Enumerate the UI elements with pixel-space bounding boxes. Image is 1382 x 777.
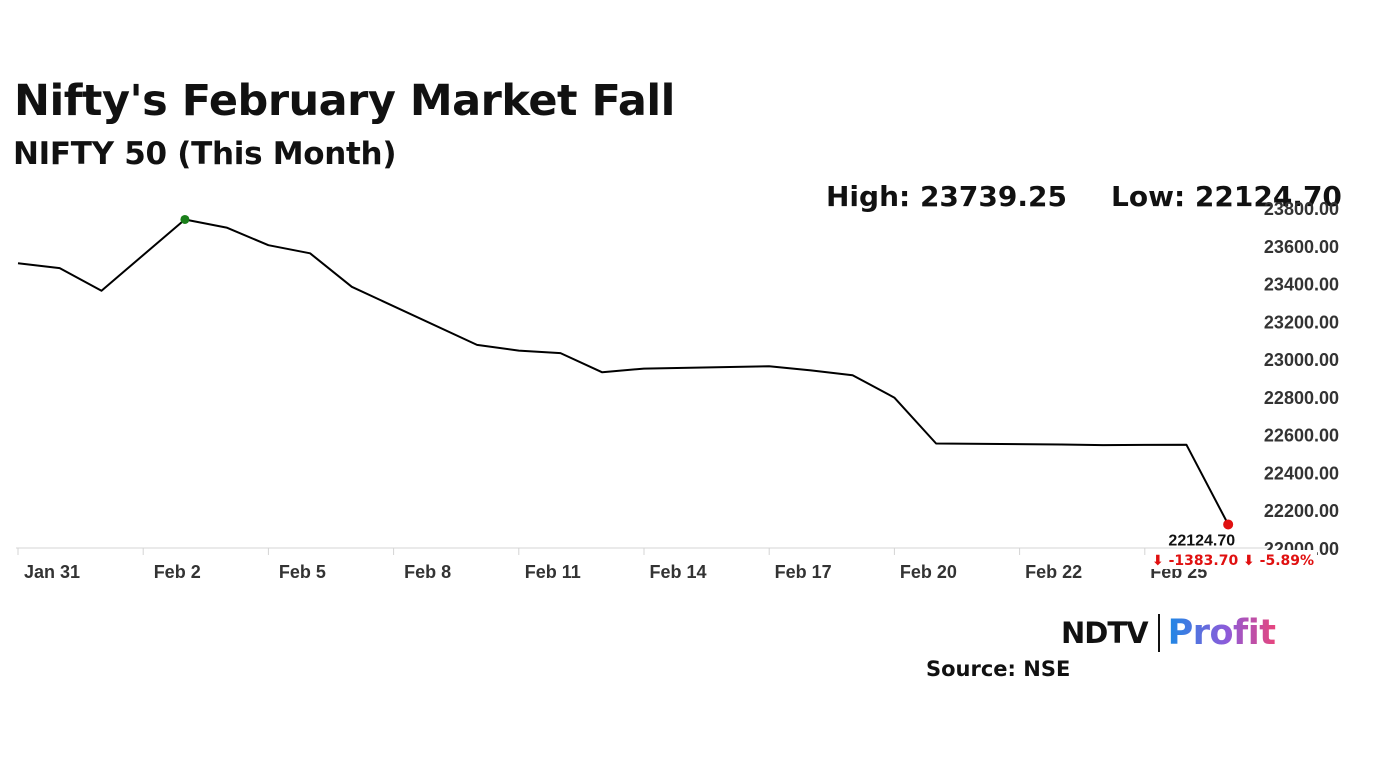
y-tick-label: 22400.00 xyxy=(1264,463,1339,483)
x-tick-label: Feb 8 xyxy=(404,562,451,582)
change-label: ⬇ -1383.70 ⬇ -5.89% xyxy=(1152,553,1314,569)
low-point-marker xyxy=(1223,519,1234,530)
x-tick-label: Feb 5 xyxy=(279,562,326,582)
series-line xyxy=(17,218,1230,525)
series-layer xyxy=(17,218,1230,525)
x-tick-label: Feb 22 xyxy=(1025,562,1082,582)
change-label-background xyxy=(1149,550,1317,569)
x-tick-label: Feb 14 xyxy=(649,562,706,582)
y-tick-label: 22800.00 xyxy=(1264,388,1339,408)
x-tick-label: Feb 2 xyxy=(154,562,201,582)
low-stat: Low: 22124.70 xyxy=(1111,180,1342,213)
y-tick-label: 22600.00 xyxy=(1264,426,1339,446)
y-tick-label: 22200.00 xyxy=(1264,501,1339,521)
x-tick-label: Feb 17 xyxy=(775,562,832,582)
y-tick-label: 23600.00 xyxy=(1264,237,1339,257)
logo-profit-text: Profit xyxy=(1167,613,1276,653)
last-value-label: 22124.70 xyxy=(1168,532,1235,549)
y-tick-label: 23400.00 xyxy=(1264,275,1339,295)
x-axis: Jan 31 Feb 2 Feb 5 Feb 8 Feb 11 Feb 14 Feb 17 F… xyxy=(16,547,1272,582)
y-axis: 22000.0022200.0022400.0022600.0022800.00… xyxy=(1264,199,1339,559)
logo-ndtv-text: NDTV xyxy=(1061,616,1149,650)
x-tick-label: Feb 11 xyxy=(525,562,581,582)
source-note: Source: NSE xyxy=(926,657,1071,681)
x-tick-label: Feb 20 xyxy=(900,562,957,582)
y-tick-label: 23000.00 xyxy=(1264,350,1339,370)
logo-divider xyxy=(1157,614,1160,652)
high-point-marker xyxy=(180,214,190,224)
x-tick-label: Jan 31 xyxy=(24,562,80,582)
y-tick-label: 23200.00 xyxy=(1264,312,1339,332)
annotation-layer: 22124.70 ⬇ -1383.70 ⬇ -5.89% xyxy=(180,214,1317,569)
ndtv-profit-logo: NDTV Profit xyxy=(1061,612,1276,654)
y-tick-label: 23800.00 xyxy=(1264,199,1339,219)
chart-subtitle: NIFTY 50 (This Month) xyxy=(13,136,397,172)
page-title: Nifty's February Market Fall xyxy=(14,76,675,126)
high-stat: High: 23739.25 xyxy=(826,180,1067,213)
